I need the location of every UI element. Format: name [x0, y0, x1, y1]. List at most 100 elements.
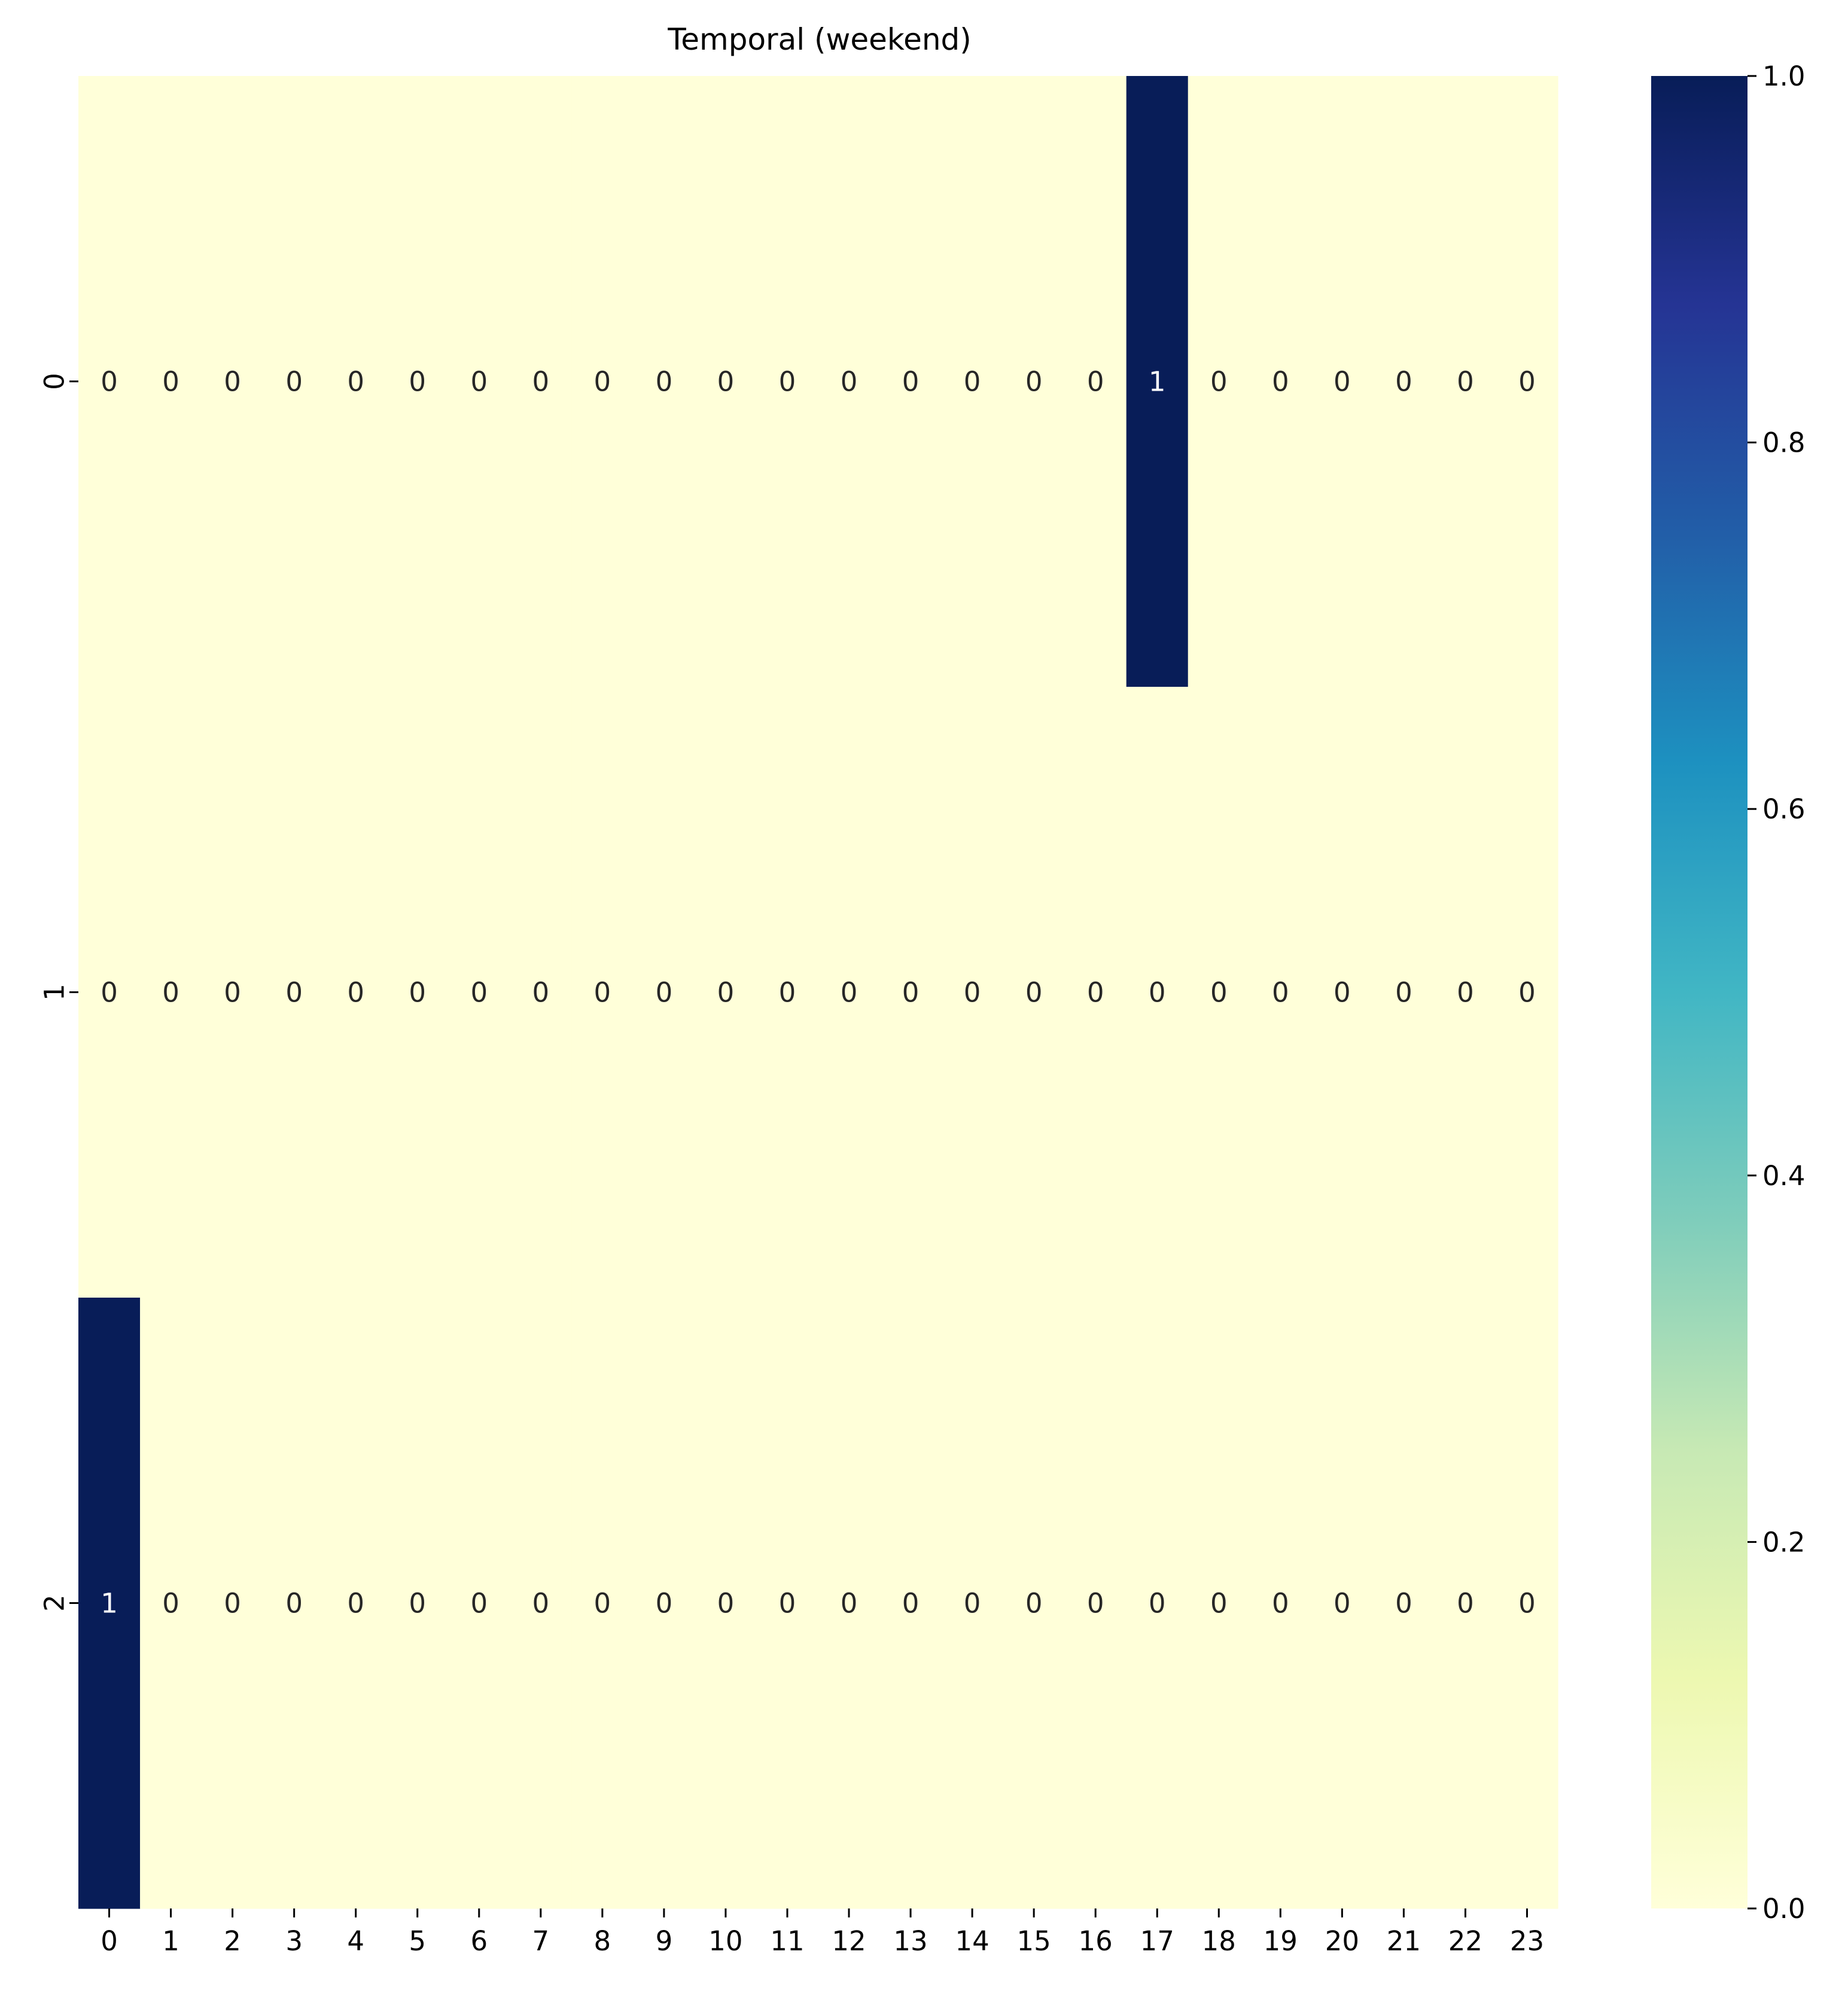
- cell-annotation: 0: [285, 1588, 303, 1620]
- cell-annotation: 0: [162, 977, 179, 1009]
- x-tick-label: 19: [1264, 1925, 1298, 1957]
- x-tick-label: 18: [1202, 1925, 1236, 1957]
- x-tick-label: 5: [409, 1925, 426, 1957]
- x-tick-label: 9: [656, 1925, 673, 1957]
- x-tick-label: 8: [594, 1925, 611, 1957]
- colorbar-tick-label: 0.4: [1762, 1160, 1806, 1192]
- heatmap-cell: [1434, 1298, 1497, 1909]
- cell-annotation: 0: [1025, 977, 1043, 1009]
- heatmap-cell: [1188, 76, 1250, 687]
- cell-annotation: 0: [594, 977, 611, 1009]
- heatmap-cell: [879, 1298, 942, 1909]
- cell-annotation: 0: [594, 1588, 611, 1620]
- cell-annotation: 0: [1087, 977, 1104, 1009]
- cell-annotation: 0: [1272, 977, 1289, 1009]
- x-tick-label: 12: [832, 1925, 866, 1957]
- heatmap-cell: [202, 76, 264, 687]
- heatmap-cell: [818, 76, 881, 687]
- y-axis: 0 1 2: [39, 373, 78, 1612]
- heatmap-cell: [818, 687, 881, 1298]
- heatmap-cell: [1372, 1298, 1435, 1909]
- cell-annotation: 0: [470, 366, 488, 398]
- cell-annotation: 0: [656, 366, 673, 398]
- x-tick-label: 17: [1140, 1925, 1174, 1957]
- y-tick-label: 0: [39, 373, 71, 390]
- heatmap-cell: [325, 687, 387, 1298]
- cell-annotation: 0: [532, 366, 549, 398]
- cell-annotation: 0: [1334, 1588, 1351, 1620]
- cell-annotation: 0: [1272, 1588, 1289, 1620]
- cell-annotation: 0: [1395, 977, 1412, 1009]
- heatmap-cell: [448, 1298, 510, 1909]
- heatmap-cell: [1496, 687, 1558, 1298]
- cell-annotation: 0: [224, 977, 241, 1009]
- cell-annotation: 0: [717, 366, 735, 398]
- cell-annotation: 0: [470, 1588, 488, 1620]
- cell-annotation: 0: [532, 977, 549, 1009]
- heatmap-cell: [448, 76, 510, 687]
- heatmap-cell: [263, 1298, 325, 1909]
- colorbar-gradient: [1651, 76, 1747, 1908]
- x-axis: 0 1 2 3 4 5 6 7 8 9 10 11 12 13 14 15 16 17 18 19 20 21 22 23: [101, 1908, 1544, 1957]
- cell-annotation: 0: [347, 366, 364, 398]
- heatmap-cell: [510, 1298, 572, 1909]
- x-tick-label: 15: [1017, 1925, 1051, 1957]
- x-tick-label: 3: [285, 1925, 303, 1957]
- cell-annotation: 0: [532, 1588, 549, 1620]
- cell-annotation: 0: [1025, 366, 1043, 398]
- heatmap-cell: [448, 687, 510, 1298]
- heatmap-cell: [78, 76, 141, 687]
- heatmap-cell: [202, 1298, 264, 1909]
- y-tick-label: 2: [39, 1594, 71, 1612]
- heatmap-cell: [202, 687, 264, 1298]
- heatmap-cell: [1188, 687, 1250, 1298]
- heatmap-cell: [633, 1298, 696, 1909]
- heatmap-cell: [78, 1298, 141, 1909]
- x-tick-label: 0: [101, 1925, 118, 1957]
- cell-annotation: 0: [101, 977, 118, 1009]
- cell-annotation: 0: [1087, 366, 1104, 398]
- heatmap-cell: [1003, 687, 1065, 1298]
- heatmap-cell: [633, 76, 696, 687]
- heatmap-cell: [1003, 1298, 1065, 1909]
- cell-annotation: 0: [1149, 977, 1166, 1009]
- cell-annotation: 0: [347, 977, 364, 1009]
- cell-annotation: 0: [779, 366, 796, 398]
- colorbar-tick-label: 0.6: [1762, 793, 1806, 825]
- x-tick-label: 11: [770, 1925, 804, 1957]
- heatmap-cell: [633, 687, 696, 1298]
- cell-annotation: 0: [902, 366, 920, 398]
- heatmap-cell: [1249, 1298, 1312, 1909]
- cell-annotation: 0: [964, 1588, 981, 1620]
- heatmap-cell: [941, 687, 1004, 1298]
- x-tick-label: 2: [224, 1925, 241, 1957]
- cell-annotation: 0: [224, 366, 241, 398]
- cell-annotation: 0: [779, 977, 796, 1009]
- cell-annotation: 0: [1457, 977, 1474, 1009]
- cell-annotation: 0: [964, 977, 981, 1009]
- cell-annotation: 0: [779, 1588, 796, 1620]
- cell-annotation: 0: [841, 366, 858, 398]
- cell-annotation: 0: [224, 1588, 241, 1620]
- heatmap-cell: [571, 687, 634, 1298]
- cell-annotation: 1: [101, 1588, 118, 1620]
- heatmap-cell: [941, 1298, 1004, 1909]
- cell-annotation: 0: [1334, 366, 1351, 398]
- heatmap-cell: [510, 687, 572, 1298]
- cell-annotation: 0: [717, 1588, 735, 1620]
- chart-title: Temporal (weekend): [667, 22, 972, 57]
- heatmap-cell: [756, 1298, 819, 1909]
- cell-annotation: 0: [101, 366, 118, 398]
- x-tick-label: 1: [162, 1925, 179, 1957]
- heatmap-cell: [695, 1298, 757, 1909]
- cell-annotation: 0: [409, 977, 426, 1009]
- heatmap-cell: [386, 1298, 449, 1909]
- heatmap-cell: [140, 1298, 202, 1909]
- heatmap-cell: [1064, 76, 1127, 687]
- x-tick-label: 21: [1387, 1925, 1421, 1957]
- cell-annotation: 0: [1210, 1588, 1228, 1620]
- heatmap-cell: [1496, 1298, 1558, 1909]
- heatmap-cell: [263, 76, 325, 687]
- heatmap-cell: [1003, 76, 1065, 687]
